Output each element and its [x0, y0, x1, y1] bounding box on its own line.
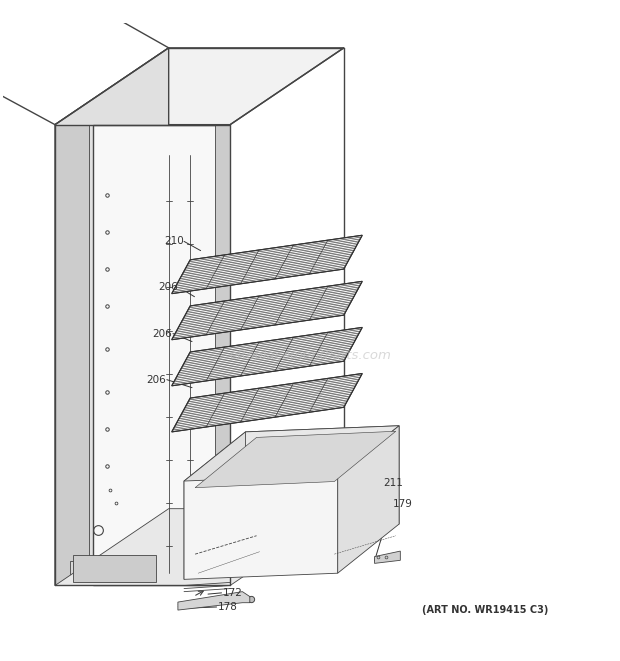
- Polygon shape: [195, 431, 396, 488]
- Polygon shape: [374, 551, 401, 563]
- Text: 206: 206: [158, 282, 178, 292]
- Polygon shape: [94, 125, 223, 586]
- Polygon shape: [172, 373, 362, 432]
- Text: 172: 172: [223, 588, 242, 598]
- Text: 211: 211: [384, 478, 404, 488]
- Polygon shape: [338, 426, 399, 573]
- Polygon shape: [184, 475, 338, 579]
- Polygon shape: [55, 48, 344, 125]
- Polygon shape: [55, 48, 169, 586]
- Polygon shape: [73, 555, 156, 582]
- Polygon shape: [172, 235, 362, 293]
- Polygon shape: [246, 426, 399, 530]
- Polygon shape: [184, 426, 399, 481]
- Polygon shape: [55, 509, 344, 586]
- Text: 206: 206: [152, 329, 172, 338]
- Polygon shape: [215, 125, 230, 586]
- Text: 178: 178: [218, 602, 237, 612]
- Polygon shape: [172, 282, 362, 340]
- Text: 206: 206: [146, 375, 166, 385]
- Text: eReplacementParts.com: eReplacementParts.com: [229, 348, 391, 362]
- Polygon shape: [70, 561, 206, 586]
- Text: 210: 210: [164, 237, 184, 247]
- Text: (ART NO. WR19415 C3): (ART NO. WR19415 C3): [422, 605, 548, 615]
- Text: 179: 179: [393, 499, 413, 509]
- Polygon shape: [172, 327, 362, 386]
- Polygon shape: [178, 592, 250, 610]
- Polygon shape: [73, 563, 175, 584]
- Polygon shape: [184, 432, 246, 579]
- Polygon shape: [55, 125, 89, 586]
